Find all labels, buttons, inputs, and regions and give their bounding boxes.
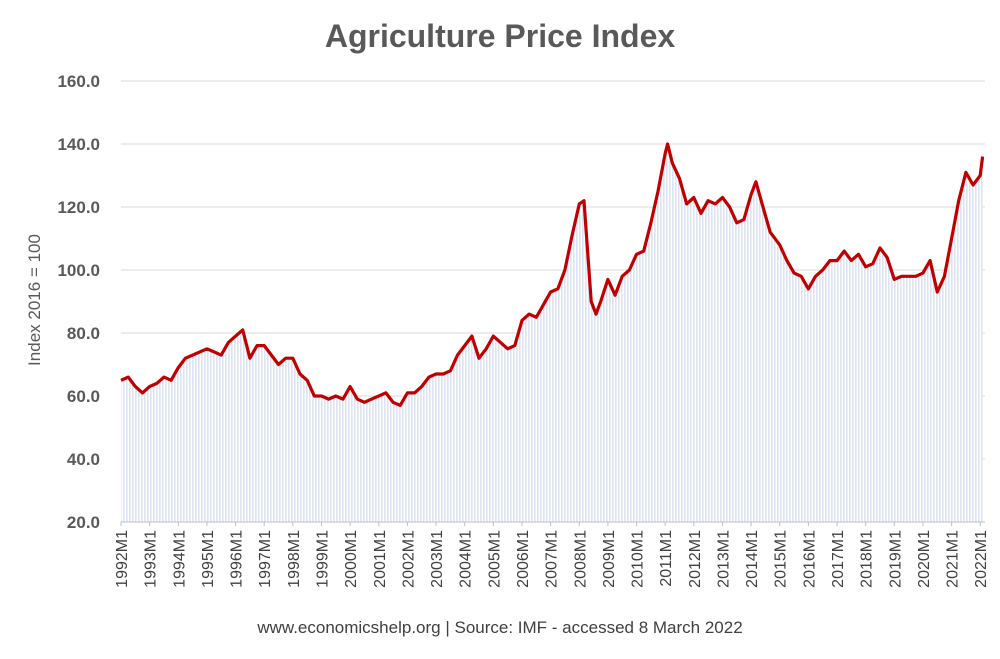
y-tick-label: 160.0 xyxy=(57,72,100,91)
y-tick-label: 120.0 xyxy=(57,198,100,217)
x-tick-label: 1998M1 xyxy=(286,530,303,588)
x-tick-label: 2022M1 xyxy=(973,530,990,588)
x-tick-label: 2002M1 xyxy=(400,530,417,588)
x-tick-label: 2021M1 xyxy=(945,530,962,588)
y-tick-labels: 20.0 40.0 60.0 80.0 100.0 120.0 140.0 160.0 xyxy=(57,72,100,532)
area-fill xyxy=(121,144,983,522)
x-tick-label: 2016M1 xyxy=(801,530,818,588)
x-tick-label: 2009M1 xyxy=(601,530,618,588)
x-tick-label: 2000M1 xyxy=(343,530,360,588)
x-tick-label: 2004M1 xyxy=(458,530,475,588)
x-tick-label: 2014M1 xyxy=(744,530,761,588)
x-tick-label: 2013M1 xyxy=(716,530,733,588)
x-tick-label: 2008M1 xyxy=(572,530,589,588)
y-tick-label: 20.0 xyxy=(67,513,100,532)
x-tick-label: 1996M1 xyxy=(229,530,246,588)
x-tick-label: 2020M1 xyxy=(916,530,933,588)
price-index-line xyxy=(120,142,985,407)
x-tick-label: 2018M1 xyxy=(859,530,876,588)
y-tick-label: 60.0 xyxy=(67,387,100,406)
x-tick-label: 2019M1 xyxy=(887,530,904,588)
x-tick-label: 2005M1 xyxy=(486,530,503,588)
axes xyxy=(120,521,985,526)
y-tick-label: 40.0 xyxy=(67,450,100,469)
x-tick-label: 1997M1 xyxy=(257,530,274,588)
x-tick-label: 2015M1 xyxy=(773,530,790,588)
series-area xyxy=(121,144,983,522)
series-line xyxy=(120,142,985,407)
x-tick-label: 2007M1 xyxy=(544,530,561,588)
y-axis-label: Index 2016 = 100 xyxy=(25,234,44,366)
x-tick-label: 1994M1 xyxy=(171,530,188,588)
x-tick-label: 1995M1 xyxy=(200,530,217,588)
chart-title: Agriculture Price Index xyxy=(324,18,676,54)
x-tick-label: 1992M1 xyxy=(114,530,131,588)
x-tick-labels: 1992M1 1993M1 1994M1 1995M1 1996M1 1997M1 1998… xyxy=(114,530,990,588)
y-tick-label: 80.0 xyxy=(67,324,100,343)
x-tick-label: 2017M1 xyxy=(830,530,847,588)
x-tick-label: 2006M1 xyxy=(515,530,532,588)
x-tick-label: 2010M1 xyxy=(630,530,647,588)
source-annotation: www.economicshelp.org | Source: IMF - ac… xyxy=(257,618,743,637)
x-tick-label: 2012M1 xyxy=(687,530,704,588)
y-tick-label: 140.0 xyxy=(57,135,100,154)
x-tick-label: 2001M1 xyxy=(372,530,389,588)
x-tick-label: 2011M1 xyxy=(658,530,675,587)
x-tick-label: 1999M1 xyxy=(315,530,332,588)
y-tick-label: 100.0 xyxy=(57,261,100,280)
x-tick-label: 1993M1 xyxy=(143,530,160,588)
x-tick-label: 2003M1 xyxy=(429,530,446,588)
